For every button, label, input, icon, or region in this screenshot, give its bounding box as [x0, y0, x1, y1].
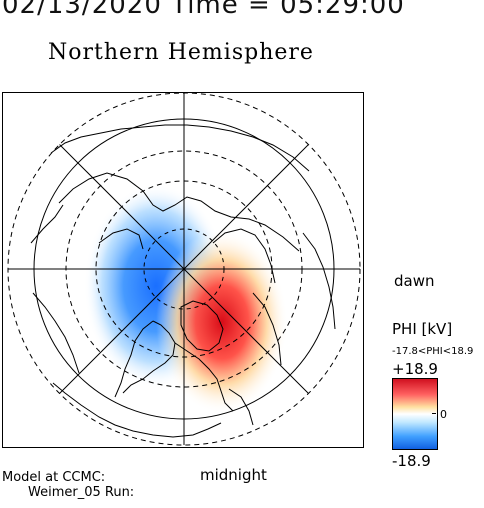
colorbar-zero: 0: [440, 408, 447, 421]
colorbar-title: PHI [kV]: [392, 320, 453, 338]
meridian-lines: [8, 93, 360, 445]
timestamp: 02/13/2020 Time = 05:29:00: [2, 0, 405, 20]
polar-map: [2, 92, 364, 448]
midnight-label: midnight: [200, 466, 267, 484]
polar-map-canvas: [7, 93, 361, 446]
colorbar: [392, 378, 438, 450]
map-title: Northern Hemisphere: [48, 40, 314, 65]
positive-cell: [156, 230, 288, 414]
dawn-label: dawn: [394, 272, 435, 290]
colorbar-range: -17.8<PHI<18.9: [392, 346, 474, 357]
colorbar-max: +18.9: [392, 360, 438, 378]
colorbar-zero-tick: [432, 413, 436, 414]
colorbar-min: -18.9: [392, 452, 431, 470]
model-label: Model at CCMC:: [2, 470, 106, 485]
run-label: Weimer_05 Run:: [28, 485, 135, 500]
coastlines: [30, 124, 336, 438]
